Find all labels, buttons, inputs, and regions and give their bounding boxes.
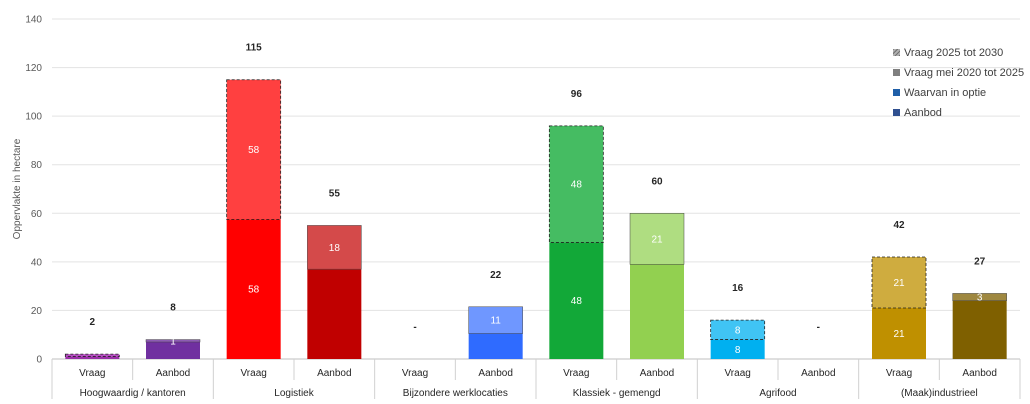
bar-base-segment <box>226 219 281 359</box>
bar-base-segment <box>307 269 362 359</box>
y-tick-label: 80 <box>31 160 43 171</box>
y-tick-label: 100 <box>25 112 42 123</box>
legend-swatch <box>893 69 900 76</box>
bar-top-segment <box>468 306 523 334</box>
bar-top-segment <box>307 225 362 270</box>
category-label: (Maak)industrieel <box>901 388 978 399</box>
y-tick-label: 120 <box>25 63 42 74</box>
y-tick-label: 0 <box>36 355 42 366</box>
bar-total-label: 8 <box>170 303 176 314</box>
bar-top-segment <box>952 293 1007 301</box>
bar-top-segment <box>226 79 282 220</box>
bar-base-segment <box>65 356 120 359</box>
bar-total-label: 55 <box>329 188 341 199</box>
bar-base-segment <box>146 342 200 359</box>
bar-top-data-label: 3 <box>977 293 983 304</box>
legend-entry: Aanbod <box>904 107 942 119</box>
bar-category-label: Vraag <box>402 368 428 379</box>
bar-top-data-label: 18 <box>329 243 341 254</box>
y-axis-label: Oppervlakte in hectare <box>12 138 23 239</box>
bar-top-segment <box>629 213 685 265</box>
bar-total-label: 16 <box>732 283 744 294</box>
bar-total-label: 115 <box>246 43 263 54</box>
bar-total-label: 27 <box>974 256 986 267</box>
legend-entry: Waarvan in optie <box>904 87 986 99</box>
y-tick-label: 60 <box>31 209 43 220</box>
bar-top-segment <box>64 353 120 357</box>
bar-base-segment <box>710 339 765 359</box>
bar-top-segment <box>710 319 766 340</box>
bar-top-data-label: 1 <box>170 336 176 347</box>
category-label: Hoogwaardig / kantoren <box>80 388 186 399</box>
bar-base-segment <box>872 308 926 359</box>
bar-total-label: 42 <box>893 220 905 231</box>
bar-total-label: 2 <box>90 317 96 328</box>
bar-category-label: Vraag <box>725 368 751 379</box>
bar-top-data-label: 8 <box>735 325 741 336</box>
bar-base-data-label: 21 <box>893 329 905 340</box>
bar-category-label: Aanbod <box>478 368 512 379</box>
bar-base-segment <box>630 264 684 359</box>
bar-base-data-label: 58 <box>248 285 260 296</box>
bar-base-data-label: 48 <box>571 296 583 307</box>
bar-category-label: Aanbod <box>801 368 835 379</box>
bar-top-data-label: 48 <box>571 180 583 191</box>
category-label: Klassiek - gemengd <box>573 388 661 399</box>
bar-category-label: Aanbod <box>156 368 190 379</box>
bar-category-label: Vraag <box>241 368 267 379</box>
legend-entry: Vraag mei 2020 tot 2025 <box>904 67 1024 79</box>
bar-top-data-label: 21 <box>893 278 905 289</box>
legend-entry: Vraag 2025 tot 2030 <box>904 47 1003 59</box>
bar-base-data-label: 8 <box>735 345 741 356</box>
y-tick-label: 140 <box>25 15 42 26</box>
bar-top-data-label: 21 <box>651 234 663 245</box>
bar-total-label: - <box>413 322 416 333</box>
bar-total-label: - <box>817 322 820 333</box>
bar-top-segment <box>145 339 201 343</box>
bar-category-label: Vraag <box>563 368 589 379</box>
bar-total-label: 60 <box>651 176 663 187</box>
bar-category-label: Aanbod <box>962 368 996 379</box>
category-label: Bijzondere werklocaties <box>403 388 508 399</box>
bar-base-segment <box>468 333 523 359</box>
legend-swatch <box>893 49 900 56</box>
category-label: Agrifood <box>759 388 796 399</box>
bar-category-label: Vraag <box>79 368 105 379</box>
bar-total-label: 96 <box>571 89 583 100</box>
category-label: Logistiek <box>274 388 314 399</box>
bar-top-data-label: 11 <box>490 316 501 327</box>
bar-base-segment <box>952 300 1007 359</box>
bar-total-label: 22 <box>490 270 502 281</box>
bar-category-label: Aanbod <box>317 368 351 379</box>
y-tick-label: 40 <box>31 257 43 268</box>
bar-top-segment <box>871 256 927 309</box>
y-tick-label: 20 <box>31 306 43 317</box>
bar-top-data-label: 58 <box>248 145 260 156</box>
bar-category-label: Aanbod <box>640 368 674 379</box>
bar-category-label: Vraag <box>886 368 912 379</box>
bar-base-segment <box>549 242 604 359</box>
bar-top-segment <box>548 125 604 243</box>
legend-swatch <box>893 89 900 96</box>
legend-swatch <box>893 109 900 116</box>
